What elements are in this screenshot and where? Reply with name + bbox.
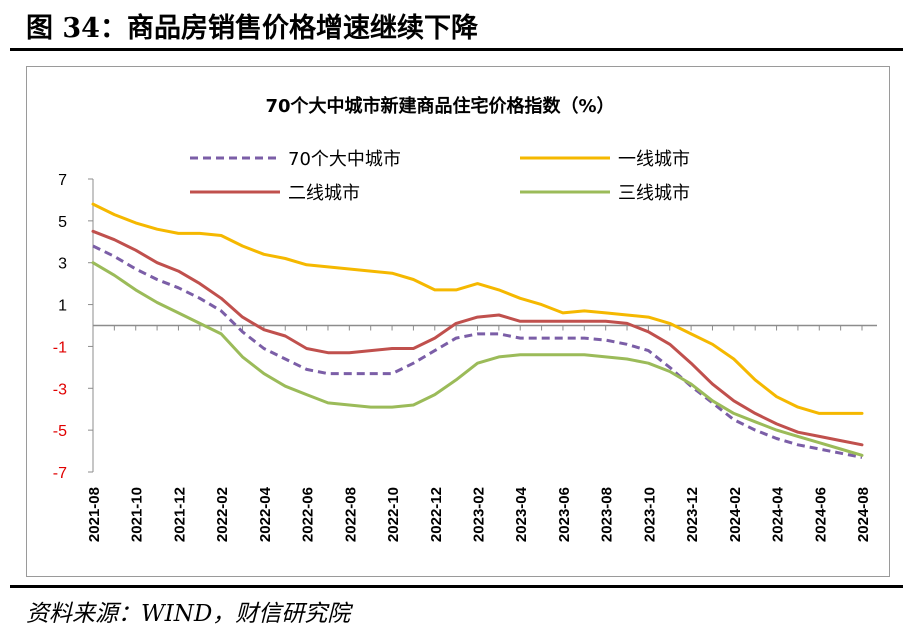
y-tick-label: -5 <box>53 423 67 440</box>
x-tick-label: 2023-10 <box>641 487 658 542</box>
legend-label: 三线城市 <box>618 183 690 204</box>
x-tick-label: 2022-12 <box>428 487 445 542</box>
series-line-2 <box>91 229 864 447</box>
figure-title: 图 34：商品房销售价格增速继续下降 <box>26 13 478 44</box>
x-tick-label: 2023-12 <box>684 487 701 542</box>
axes: 7 5 3 1 -1 -3 -5 -7 2021-08 2021-10 2021-12 2022-02… <box>53 172 877 542</box>
y-tick-label: -1 <box>53 339 67 356</box>
y-tick-label: 1 <box>58 298 67 315</box>
x-tick-label: 2023-02 <box>471 487 488 542</box>
series-line-0 <box>92 244 863 459</box>
x-tick-label: 2021-12 <box>171 487 188 542</box>
x-tick-label: 2021-08 <box>86 487 103 542</box>
x-tick-label: 2022-06 <box>300 487 317 542</box>
series-layer <box>91 202 864 459</box>
series-line-1 <box>91 202 864 415</box>
x-tick-label: 2022-08 <box>342 487 359 542</box>
chart-frame <box>26 66 890 577</box>
x-tick-label: 2024-02 <box>727 487 744 542</box>
y-tick-label: 5 <box>58 214 67 231</box>
y-tick-label: -7 <box>53 465 67 482</box>
y-tick-label: 3 <box>58 256 67 273</box>
legend-label: 70个大中城市 <box>288 149 401 170</box>
x-tick-label: 2024-06 <box>812 487 829 542</box>
bottom-rule <box>10 585 903 588</box>
x-tick-label: 2022-10 <box>385 487 402 542</box>
x-tick-label: 2022-04 <box>257 486 274 542</box>
x-tick-label: 2023-04 <box>513 486 530 542</box>
source-note: 资料来源：WIND，财信研究院 <box>26 601 351 627</box>
legend-label: 一线城市 <box>618 149 690 170</box>
top-rule <box>10 48 903 51</box>
x-tick-label: 2024-04 <box>770 486 787 542</box>
y-tick-label: -3 <box>53 381 67 398</box>
x-tick-label: 2022-02 <box>214 487 231 542</box>
chart-title: 70个大中城市新建商品住宅价格指数（%） <box>265 95 614 117</box>
y-tick-label: 7 <box>58 172 67 189</box>
x-tick-label: 2023-06 <box>556 487 573 542</box>
x-tick-label: 2021-10 <box>129 487 146 542</box>
x-tick-label: 2024-08 <box>855 487 872 542</box>
legend-label: 二线城市 <box>288 183 360 204</box>
x-tick-label: 2023-08 <box>599 487 616 542</box>
series-line-3 <box>91 261 864 457</box>
